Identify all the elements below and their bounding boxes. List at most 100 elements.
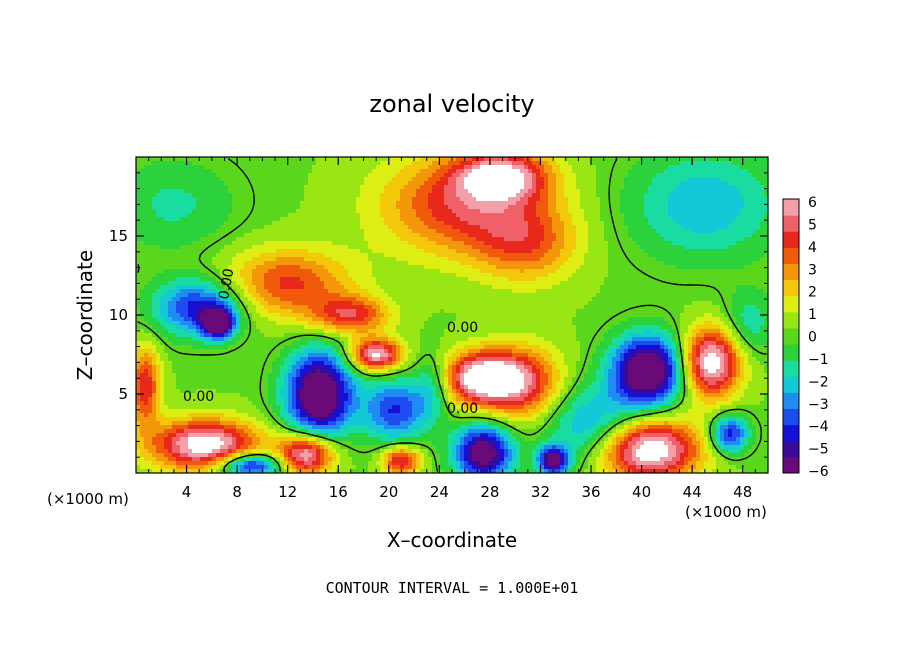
field-cell <box>212 181 217 186</box>
field-cell <box>260 217 265 222</box>
field-cell <box>172 273 177 278</box>
field-cell <box>484 197 489 202</box>
field-cell <box>296 237 301 242</box>
field-cell <box>372 257 377 262</box>
field-cell <box>180 197 185 202</box>
field-cell <box>584 229 589 234</box>
field-cell <box>596 189 601 194</box>
field-cell <box>736 201 741 206</box>
field-cell <box>612 197 617 202</box>
field-cell <box>380 241 385 246</box>
field-cell <box>328 237 333 242</box>
field-cell <box>396 193 401 198</box>
field-cell <box>404 257 409 262</box>
field-cell <box>552 253 557 258</box>
field-cell <box>204 185 209 190</box>
field-cell <box>320 213 325 218</box>
field-cell <box>136 173 141 178</box>
field-cell <box>296 265 301 270</box>
field-cell <box>500 181 505 186</box>
field-cell <box>388 265 393 270</box>
field-cell <box>420 225 425 230</box>
field-cell <box>240 237 245 242</box>
field-cell <box>696 221 701 226</box>
field-cell <box>200 249 205 254</box>
field-cell <box>700 253 705 258</box>
field-cell <box>144 217 149 222</box>
field-cell <box>592 253 597 258</box>
field-cell <box>420 181 425 186</box>
field-cell <box>408 213 413 218</box>
field-cell <box>756 177 761 182</box>
field-cell <box>668 185 673 190</box>
field-cell <box>664 221 669 226</box>
field-cell <box>272 201 277 206</box>
field-cell <box>272 177 277 182</box>
field-cell <box>232 205 237 210</box>
field-cell <box>256 249 261 254</box>
field-cell <box>464 209 469 214</box>
field-cell <box>360 173 365 178</box>
field-cell <box>244 221 249 226</box>
field-cell <box>340 269 345 274</box>
field-cell <box>388 273 393 278</box>
field-cell <box>744 253 749 258</box>
field-cell <box>484 213 489 218</box>
field-cell <box>248 189 253 194</box>
field-cell <box>316 233 321 238</box>
field-cell <box>152 277 157 282</box>
field-cell <box>444 209 449 214</box>
field-cell <box>436 277 441 282</box>
field-cell <box>188 169 193 174</box>
field-cell <box>576 221 581 226</box>
field-cell <box>636 181 641 186</box>
field-cell <box>520 205 525 210</box>
field-cell <box>240 269 245 274</box>
field-cell <box>608 233 613 238</box>
field-cell <box>192 257 197 262</box>
field-cell <box>320 177 325 182</box>
field-cell <box>316 253 321 258</box>
field-cell <box>416 181 421 186</box>
field-cell <box>720 189 725 194</box>
field-cell <box>376 193 381 198</box>
field-cell <box>252 177 257 182</box>
field-cell <box>260 213 265 218</box>
field-cell <box>752 197 757 202</box>
field-cell <box>292 205 297 210</box>
field-cell <box>576 173 581 178</box>
field-cell <box>716 217 721 222</box>
field-cell <box>220 197 225 202</box>
field-cell <box>284 205 289 210</box>
field-cell <box>364 241 369 246</box>
field-cell <box>676 273 681 278</box>
field-cell <box>604 185 609 190</box>
field-cell <box>200 185 205 190</box>
field-cell <box>520 273 525 278</box>
field-cell <box>288 217 293 222</box>
field-cell <box>328 165 333 170</box>
field-cell <box>760 197 765 202</box>
field-cell <box>232 209 237 214</box>
field-cell <box>572 165 577 170</box>
field-cell <box>264 265 269 270</box>
field-cell <box>512 221 517 226</box>
field-cell <box>756 241 761 246</box>
field-cell <box>672 221 677 226</box>
field-cell <box>676 209 681 214</box>
field-cell <box>728 269 733 274</box>
field-cell <box>372 273 377 278</box>
field-cell <box>616 157 621 162</box>
field-cell <box>604 197 609 202</box>
field-cell <box>136 257 141 262</box>
field-cell <box>548 213 553 218</box>
field-cell <box>568 221 573 226</box>
field-cell <box>624 265 629 270</box>
field-cell <box>536 265 541 270</box>
field-cell <box>308 245 313 250</box>
field-cell <box>688 209 693 214</box>
field-cell <box>724 169 729 174</box>
field-cell <box>452 249 457 254</box>
field-cell <box>752 261 757 266</box>
field-cell <box>136 205 141 210</box>
